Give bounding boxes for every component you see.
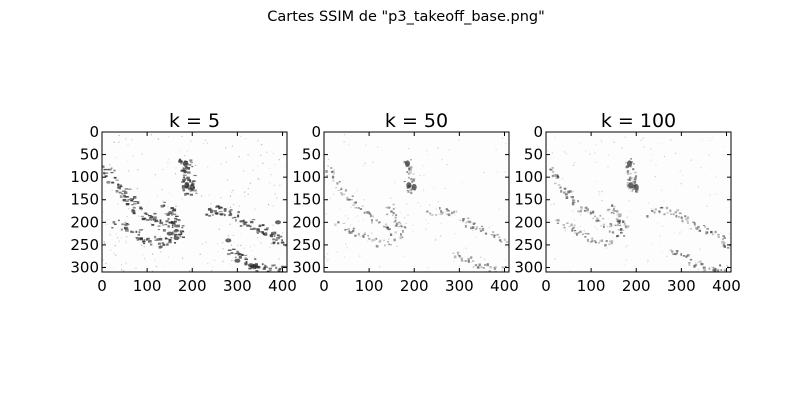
- ssim-map-image: [102, 132, 287, 272]
- x-tick-label: 200: [178, 277, 207, 295]
- y-tick-label: 250: [514, 236, 543, 254]
- y-tick-label: 300: [514, 258, 543, 276]
- ssim-panel-1: k = 5 0 100 200 300 400 0 50 100 150 200 250 300: [70, 110, 296, 295]
- y-tick-label: 100: [514, 168, 543, 186]
- x-tick-label: 100: [355, 277, 384, 295]
- y-tick-label: 300: [70, 258, 99, 276]
- x-tick-label: 200: [400, 277, 429, 295]
- figure-title: Cartes SSIM de "p3_takeoff_base.png": [267, 9, 545, 25]
- x-tick-label: 0: [541, 277, 551, 295]
- y-tick-label: 150: [514, 191, 543, 209]
- y-tick-label: 250: [292, 236, 321, 254]
- x-tick-label: 400: [268, 277, 297, 295]
- y-tick-label: 300: [292, 258, 321, 276]
- ssim-panel-2: k = 50 0 100 200 300 400 0 50 100 150 200 250 300: [292, 110, 518, 295]
- ssim-map-image: [546, 132, 731, 272]
- ssim-panel-3: k = 100 0 100 200 300 400 0 50 100 150 200 250 300: [514, 110, 740, 295]
- y-tick-label: 200: [514, 213, 543, 231]
- x-tick-label: 400: [490, 277, 519, 295]
- ssim-map-texture: [324, 133, 509, 272]
- y-tick-label: 250: [70, 236, 99, 254]
- x-tick-label: 300: [445, 277, 474, 295]
- y-tick-label: 50: [524, 146, 543, 164]
- panel-title: k = 100: [601, 110, 676, 132]
- x-tick-label: 400: [712, 277, 741, 295]
- ssim-map-texture: [547, 133, 731, 272]
- y-tick-label: 100: [70, 168, 99, 186]
- y-tick-label: 150: [70, 191, 99, 209]
- x-tick-label: 0: [319, 277, 329, 295]
- x-tick-label: 300: [223, 277, 252, 295]
- ssim-map-image: [324, 132, 509, 272]
- x-tick-label: 100: [577, 277, 606, 295]
- ssim-map-texture: [102, 133, 287, 272]
- axes-frame: [545, 131, 732, 273]
- panel-title: k = 5: [169, 110, 220, 132]
- x-tick-label: 300: [667, 277, 696, 295]
- y-tick-label: 200: [70, 213, 99, 231]
- x-tick-label: 0: [97, 277, 107, 295]
- y-tick-label: 0: [89, 123, 99, 141]
- axes-frame: [323, 131, 510, 273]
- x-tick-label: 100: [133, 277, 162, 295]
- y-tick-label: 200: [292, 213, 321, 231]
- y-tick-label: 0: [533, 123, 543, 141]
- y-tick-label: 150: [292, 191, 321, 209]
- x-tick-label: 200: [622, 277, 651, 295]
- y-tick-label: 0: [311, 123, 321, 141]
- panel-title: k = 50: [385, 110, 448, 132]
- y-tick-label: 50: [80, 146, 99, 164]
- y-tick-label: 100: [292, 168, 321, 186]
- y-tick-label: 50: [302, 146, 321, 164]
- axes-frame: [101, 131, 288, 273]
